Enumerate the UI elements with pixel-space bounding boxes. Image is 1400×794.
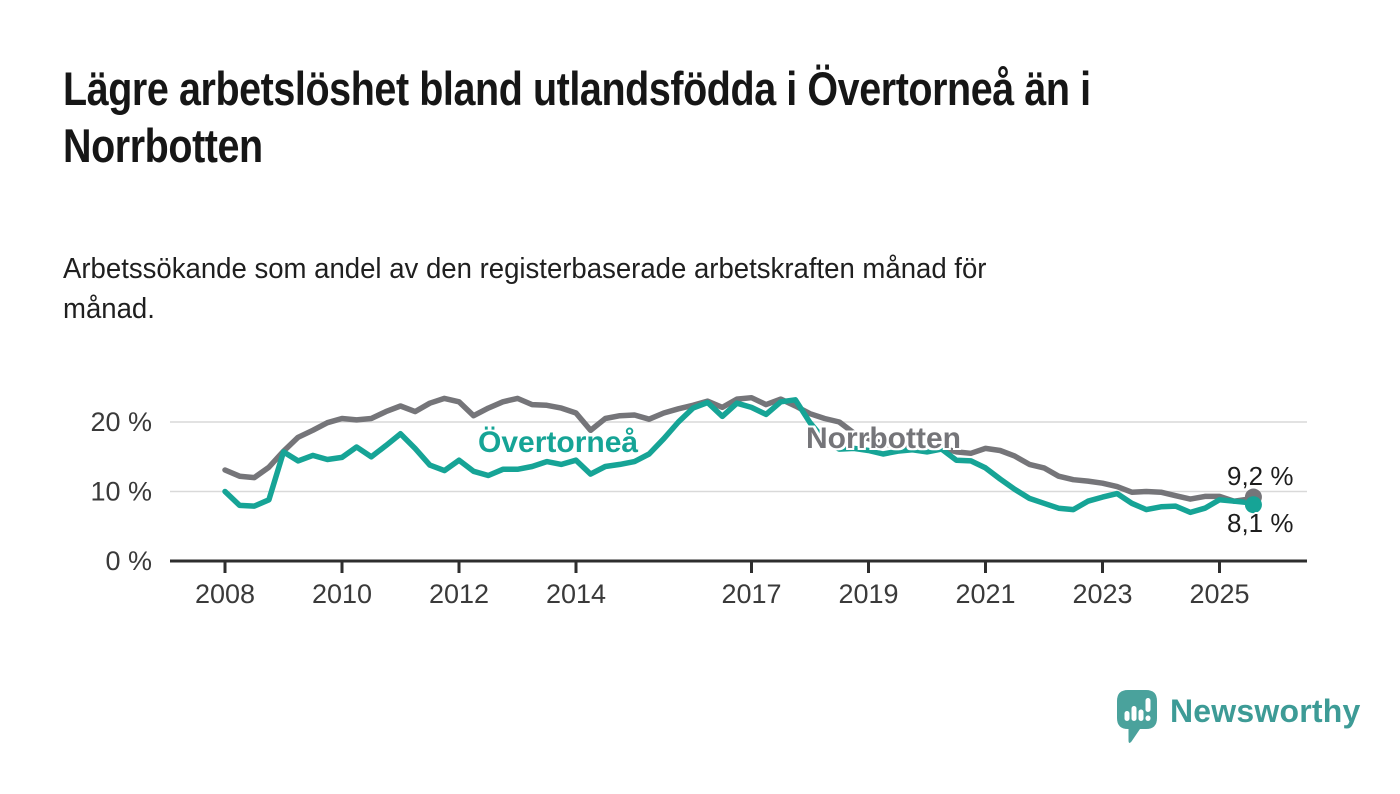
end-value-label-norrbotten: 9,2 %: [1227, 461, 1294, 491]
logo-bar-3: [1138, 709, 1144, 721]
y-tick-label: 10 %: [90, 477, 152, 507]
series-line: [222, 394, 1257, 504]
series-line: [222, 397, 1257, 516]
x-tick-label: 2017: [721, 579, 781, 609]
page-title: Lägre arbetslöshet bland utlandsfödda i …: [63, 62, 1091, 172]
x-tick-label: 2008: [195, 579, 255, 609]
x-tick-label: 2010: [312, 579, 372, 609]
footer-branding: Newsworthy: [1117, 690, 1361, 752]
series-end-dot: [1244, 496, 1262, 514]
logo-bar-2: [1131, 706, 1137, 721]
logo-exclamation-dot: [1145, 715, 1151, 721]
x-tick-label: 2023: [1072, 579, 1132, 609]
y-tick-label: 20 %: [90, 407, 152, 437]
series-label-norrbotten: Norrbotten: [806, 422, 961, 455]
x-tick-label: 2019: [838, 579, 898, 609]
x-tick-label: 2014: [546, 579, 606, 609]
logo-bubble-shape: [1117, 690, 1157, 743]
y-tick-label: 0 %: [105, 546, 152, 576]
x-tick-label: 2021: [955, 579, 1015, 609]
x-tick-label: 2012: [429, 579, 489, 609]
logo-exclamation-stem: [1145, 698, 1151, 712]
end-value-label-overtornea: 8,1 %: [1227, 508, 1294, 538]
x-tick-label: 2025: [1189, 579, 1249, 609]
brand-name: Newsworthy: [1170, 693, 1361, 729]
page-subtitle: Arbetssökande som andel av den registerb…: [63, 253, 987, 325]
logo-bar-1: [1124, 711, 1130, 721]
series-label-overtornea: Övertorneå: [478, 426, 639, 459]
newsworthy-logo-icon: [1117, 690, 1157, 743]
